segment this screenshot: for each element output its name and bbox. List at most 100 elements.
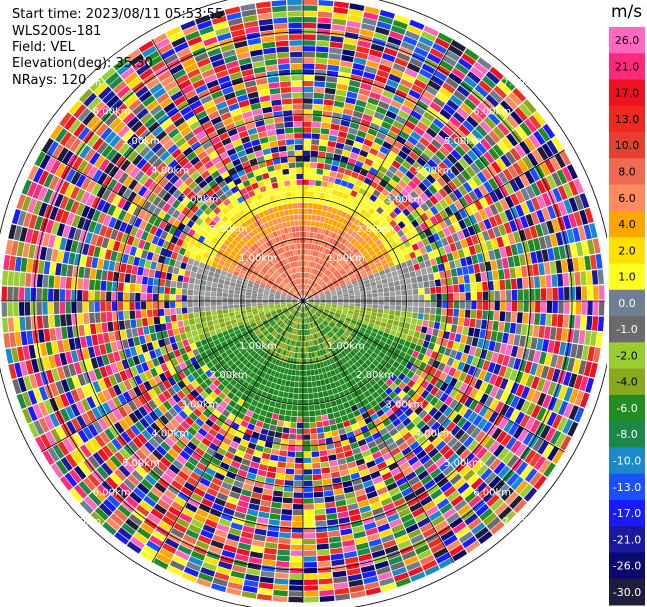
- range-gate-cell: [448, 260, 456, 269]
- range-gate-cell: [332, 220, 338, 227]
- range-gate-cell: [402, 160, 412, 170]
- range-gate-cell: [303, 359, 307, 365]
- range-gate-cell: [535, 180, 547, 194]
- range-gate-cell: [372, 431, 382, 440]
- range-gate-cell: [387, 130, 398, 140]
- range-gate-cell: [339, 125, 349, 133]
- range-gate-cell: [429, 280, 436, 288]
- range-gate-cell: [307, 293, 312, 298]
- range-gate-cell: [393, 140, 404, 150]
- range-gate-cell: [262, 559, 276, 567]
- range-gate-cell: [371, 142, 382, 151]
- range-gate-cell: [401, 295, 407, 301]
- range-gate-cell: [384, 327, 391, 334]
- range-gate-cell: [324, 278, 330, 283]
- range-gate-cell: [315, 332, 320, 339]
- range-gate-cell: [486, 516, 501, 530]
- range-gate-cell: [505, 151, 517, 165]
- range-gate-cell: [272, 496, 283, 503]
- range-gate-cell: [465, 292, 471, 301]
- range-gate-cell: [262, 488, 273, 496]
- range-gate-cell: [106, 301, 112, 312]
- range-gate-cell: [313, 197, 319, 204]
- range-gate-cell: [514, 371, 524, 384]
- range-gate-cell: [307, 317, 310, 323]
- range-gate-cell: [315, 257, 320, 263]
- range-gate-cell: [65, 277, 72, 289]
- range-gate-cell: [352, 63, 365, 71]
- range-gate-cell: [541, 143, 554, 158]
- range-gate-cell: [373, 137, 384, 146]
- range-gate-cell: [536, 392, 547, 407]
- range-gate-cell: [471, 301, 477, 310]
- range-gate-cell: [349, 301, 355, 304]
- range-gate-cell: [288, 387, 294, 393]
- range-gate-cell: [415, 141, 427, 152]
- range-gate-cell: [439, 444, 451, 456]
- range-gate-cell: [269, 454, 279, 461]
- range-gate-cell: [366, 199, 374, 207]
- range-gate-cell: [43, 261, 51, 275]
- range-gate-cell: [462, 120, 475, 132]
- range-gate-cell: [326, 299, 332, 301]
- range-gate-cell: [306, 292, 311, 297]
- range-gate-cell: [153, 278, 160, 286]
- range-gate-cell: [234, 304, 240, 309]
- range-gate-cell: [216, 305, 223, 310]
- range-gate-cell: [303, 133, 312, 139]
- range-gate-cell: [373, 32, 388, 42]
- range-gate-cell: [373, 348, 381, 355]
- range-gate-cell: [327, 389, 334, 396]
- range-gate-cell: [373, 257, 380, 264]
- range-gate-cell: [549, 233, 558, 247]
- range-gate-cell: [313, 275, 318, 281]
- range-gate-cell: [505, 245, 513, 257]
- range-gate-cell: [372, 37, 387, 47]
- range-gate-cell: [337, 296, 343, 299]
- range-gate-cell: [331, 477, 342, 484]
- range-gate-cell: [429, 101, 442, 113]
- range-gate-cell: [399, 316, 406, 323]
- range-gate-cell: [359, 444, 369, 452]
- range-gate-cell: [339, 469, 350, 477]
- range-gate-cell: [337, 404, 345, 411]
- range-gate-cell: [234, 307, 240, 312]
- range-gate-cell: [328, 283, 334, 288]
- range-gate-cell: [309, 287, 314, 292]
- range-gate-cell: [7, 302, 13, 317]
- range-gate-cell: [304, 306, 307, 312]
- range-gate-cell: [324, 319, 330, 324]
- range-gate-cell: [283, 421, 291, 428]
- range-gate-cell: [404, 68, 418, 78]
- range-gate-cell: [442, 465, 455, 476]
- range-gate-cell: [335, 354, 341, 361]
- range-gate-cell: [404, 184, 413, 194]
- range-gate-cell: [430, 307, 436, 315]
- range-gate-cell: [579, 209, 589, 225]
- range-gate-cell: [444, 385, 454, 395]
- range-gate-cell: [43, 328, 51, 342]
- range-gate-cell: [303, 527, 316, 533]
- range-gate-cell: [314, 302, 320, 304]
- range-gate-cell: [343, 369, 351, 376]
- range-gate-cell: [500, 100, 514, 114]
- range-gate-cell: [499, 247, 507, 258]
- range-gate-cell: [427, 537, 443, 549]
- range-gate-cell: [310, 322, 314, 328]
- range-gate-cell: [381, 188, 390, 197]
- range-gate-cell: [355, 303, 361, 307]
- range-gate-cell: [137, 266, 144, 276]
- range-gate-cell: [397, 229, 405, 238]
- range-gate-cell: [393, 280, 400, 287]
- range-gate-cell: [239, 301, 245, 305]
- range-gate-cell: [318, 279, 323, 285]
- range-gate-cell: [376, 223, 385, 231]
- range-gate-cell: [280, 403, 287, 410]
- range-gate-cell: [448, 214, 458, 224]
- range-gate-cell: [129, 301, 135, 311]
- range-gate-cell: [420, 326, 428, 334]
- range-gate-cell: [361, 362, 369, 370]
- range-gate-cell: [363, 279, 370, 285]
- range-gate-cell: [375, 355, 383, 363]
- range-gate-cell: [303, 498, 314, 504]
